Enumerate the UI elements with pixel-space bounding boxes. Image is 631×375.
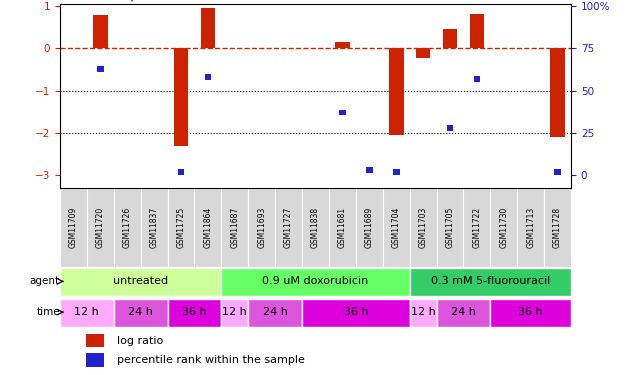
Bar (517, 188, 544, 267)
Text: GSM11726: GSM11726 (122, 207, 132, 248)
Text: log ratio: log ratio (117, 336, 163, 346)
Bar (201, 8, 215, 48)
Text: 12 h: 12 h (411, 307, 435, 317)
Text: untreated: untreated (113, 276, 168, 286)
Bar (87, 188, 114, 267)
Bar (86, 334, 104, 347)
Text: GSM11713: GSM11713 (526, 207, 535, 248)
Bar (410, 188, 437, 267)
Text: GSM11728: GSM11728 (553, 207, 562, 248)
Text: GSM11704: GSM11704 (392, 207, 401, 248)
Bar (275, 188, 302, 267)
Bar (356, 188, 383, 267)
Bar (114, 299, 168, 327)
Text: GSM11689: GSM11689 (365, 207, 374, 248)
Text: 12 h: 12 h (74, 307, 99, 317)
Bar (416, 48, 430, 58)
Bar (410, 268, 571, 296)
Text: GSM11864: GSM11864 (203, 207, 213, 248)
Text: 24 h: 24 h (451, 307, 476, 317)
Text: GSM11709: GSM11709 (69, 207, 78, 248)
Bar (389, 48, 404, 135)
Text: percentile rank within the sample: percentile rank within the sample (117, 355, 305, 365)
Bar (473, 76, 480, 82)
Bar (469, 14, 485, 48)
Text: GSM11837: GSM11837 (150, 207, 158, 248)
Bar (248, 299, 302, 327)
Bar (302, 188, 329, 267)
Bar (86, 353, 104, 367)
Bar (221, 188, 248, 267)
Bar (178, 169, 184, 175)
Bar (329, 188, 356, 267)
Bar (442, 30, 457, 48)
Text: GSM11730: GSM11730 (499, 207, 509, 248)
Bar (383, 188, 410, 267)
Bar (437, 188, 463, 267)
Bar (339, 110, 346, 116)
Bar (554, 169, 561, 175)
Bar (366, 167, 373, 173)
Text: GSM11727: GSM11727 (284, 207, 293, 248)
Bar (447, 125, 453, 130)
Bar (393, 169, 399, 175)
Text: GSM11681: GSM11681 (338, 207, 347, 248)
Bar (93, 15, 108, 48)
Text: GDS847 / 15009: GDS847 / 15009 (73, 0, 182, 2)
Text: 0.9 uM doxorubicin: 0.9 uM doxorubicin (262, 276, 369, 286)
Bar (141, 188, 168, 267)
Text: GSM11703: GSM11703 (418, 207, 428, 248)
Text: agent: agent (30, 276, 60, 286)
Bar (168, 299, 221, 327)
Bar (335, 42, 350, 48)
Text: 36 h: 36 h (182, 307, 207, 317)
Bar (248, 188, 275, 267)
Bar (463, 188, 490, 267)
Text: 24 h: 24 h (128, 307, 153, 317)
Text: 0.3 mM 5-fluorouracil: 0.3 mM 5-fluorouracil (431, 276, 550, 286)
Text: 24 h: 24 h (262, 307, 288, 317)
Text: 12 h: 12 h (222, 307, 247, 317)
Bar (437, 299, 490, 327)
Bar (60, 188, 87, 267)
Bar (60, 268, 221, 296)
Text: 36 h: 36 h (343, 307, 368, 317)
Text: GSM11705: GSM11705 (445, 207, 454, 248)
Bar (490, 299, 571, 327)
Bar (490, 188, 517, 267)
Bar (221, 268, 410, 296)
Bar (194, 188, 221, 267)
Text: GSM11725: GSM11725 (177, 207, 186, 248)
Bar (114, 188, 141, 267)
Bar (204, 75, 211, 80)
Text: GSM11687: GSM11687 (230, 207, 239, 248)
Text: 36 h: 36 h (519, 307, 543, 317)
Text: GSM11720: GSM11720 (96, 207, 105, 248)
Bar (410, 299, 437, 327)
Bar (97, 66, 103, 72)
Text: GSM11838: GSM11838 (311, 207, 320, 248)
Text: time: time (37, 307, 60, 317)
Bar (221, 299, 248, 327)
Bar (168, 188, 194, 267)
Bar (302, 299, 410, 327)
Text: GSM11693: GSM11693 (257, 207, 266, 248)
Bar (550, 48, 565, 137)
Bar (544, 188, 571, 267)
Bar (174, 48, 189, 146)
Bar (60, 299, 114, 327)
Text: GSM11722: GSM11722 (473, 207, 481, 248)
